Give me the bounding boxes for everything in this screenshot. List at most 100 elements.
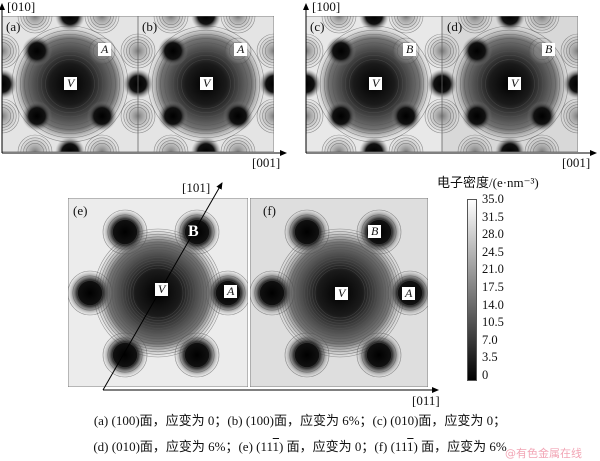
site-label-b-panel-d: B <box>542 43 556 56</box>
density-blob <box>223 101 253 131</box>
contour-line <box>184 219 210 245</box>
contour-line <box>560 98 578 134</box>
density-blob <box>191 137 221 152</box>
x-axis-label-001-left: [001] <box>252 155 281 170</box>
panel-tag-c: (c) <box>310 19 325 34</box>
contour-line <box>17 16 53 34</box>
density-blob <box>391 101 421 131</box>
contour-line <box>128 41 138 61</box>
contour-line <box>299 252 381 334</box>
contour-line <box>124 259 192 327</box>
contour-line <box>223 16 253 31</box>
contour-line <box>296 249 384 337</box>
density-blob <box>359 16 389 31</box>
colorbar-tick-label: 35.0 <box>482 192 504 206</box>
density-blob <box>495 137 525 152</box>
contour-line <box>77 280 103 306</box>
vacancy-label-c: V <box>369 77 383 90</box>
density-blob <box>68 271 112 315</box>
contour-line <box>427 36 442 66</box>
contour-line <box>306 33 324 69</box>
site-label-a-panel-b: A <box>234 43 248 56</box>
contour-line <box>329 142 349 152</box>
density-blob <box>22 101 52 131</box>
contour-line <box>138 101 153 131</box>
contour-line <box>112 342 138 368</box>
density-blob <box>22 36 52 66</box>
contour-line <box>226 16 250 28</box>
site-label-b-panel-e: B <box>188 223 199 240</box>
vacancy-label-b: V <box>200 77 214 90</box>
contour-line <box>321 16 357 34</box>
density-blob <box>123 69 138 99</box>
density-blob <box>55 137 85 152</box>
contour-line <box>312 265 368 321</box>
colorbar <box>467 199 477 381</box>
contour-line <box>460 34 560 134</box>
contour-line <box>306 259 374 327</box>
y-axis-label-010: [010] <box>7 0 36 14</box>
panel-tag-b: (b) <box>142 19 158 34</box>
contour-line <box>465 16 485 26</box>
contour-line <box>345 55 403 113</box>
contour-line <box>120 33 138 69</box>
density-blob <box>306 69 321 99</box>
caption-part: (d) (010)面，应变为 6%；(e) (11 <box>93 439 273 454</box>
colorbar-tick-label: 17.5 <box>482 280 504 294</box>
contour-line <box>524 134 560 152</box>
contour-line <box>128 106 138 126</box>
colorbar-tick-label: 0 <box>482 368 489 382</box>
contour-line <box>463 16 487 28</box>
contour-line <box>32 46 108 122</box>
contour-line <box>156 34 256 134</box>
contour-line <box>457 134 493 152</box>
contour-line <box>2 101 17 131</box>
contour-line <box>532 16 552 26</box>
contour-line <box>228 142 248 152</box>
contour-line <box>25 142 45 152</box>
density-blob <box>158 101 188 131</box>
contour-line <box>289 214 325 250</box>
contour-line <box>424 33 442 69</box>
contour-line <box>560 33 578 69</box>
colorbar-tick-label: 3.5 <box>482 350 498 365</box>
density-blob <box>158 36 188 66</box>
contour-line <box>72 275 108 311</box>
contour-line <box>566 39 578 63</box>
contour-line <box>289 337 325 373</box>
contour-line <box>87 16 117 31</box>
contour-line <box>41 55 99 113</box>
contour-line <box>122 257 194 329</box>
contour-line <box>388 16 424 34</box>
contour-line <box>427 101 442 131</box>
site-label-b-panel-c: B <box>403 43 417 56</box>
contour-line <box>130 265 186 321</box>
contour-line <box>138 98 156 134</box>
contour-line <box>457 16 493 34</box>
contour-line <box>205 270 248 316</box>
contour-line <box>464 38 556 130</box>
density-blob <box>285 333 329 377</box>
contour-line <box>424 98 442 134</box>
contour-line <box>20 16 50 31</box>
contour-line <box>324 16 354 31</box>
contour-line <box>117 252 199 334</box>
contour-line <box>153 134 189 152</box>
contour-line <box>24 38 116 130</box>
contour-line <box>309 262 371 324</box>
contour-line <box>28 42 112 126</box>
contour-line <box>23 16 47 28</box>
colorbar-tick-label: 7.0 <box>482 332 498 347</box>
contour-line <box>2 106 12 126</box>
contour-line <box>294 219 320 245</box>
site-label-a-panel-e: A <box>224 285 238 298</box>
caption-part: ) 面，应变为 6% <box>413 439 507 454</box>
density-blob <box>427 69 442 99</box>
contour-line <box>442 33 460 69</box>
density-blob <box>326 36 356 66</box>
contour-line <box>361 337 397 373</box>
contour-line <box>159 16 183 28</box>
contour-line <box>45 59 95 109</box>
contour-line <box>284 209 330 255</box>
